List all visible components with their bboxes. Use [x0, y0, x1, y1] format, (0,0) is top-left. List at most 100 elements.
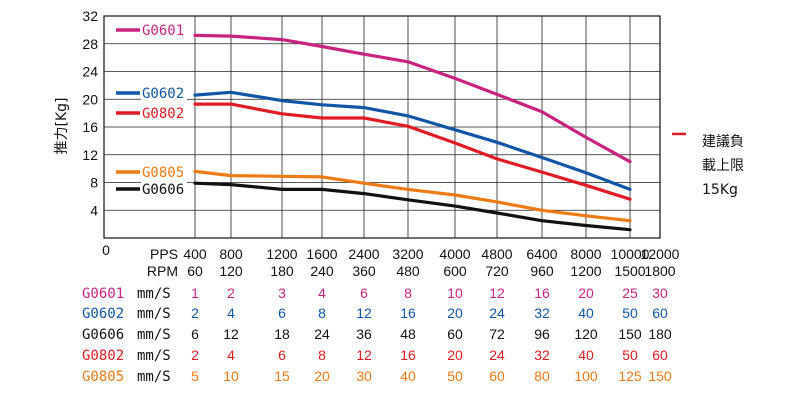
- table-cell: 8: [404, 285, 412, 301]
- table-cell: 30: [356, 368, 372, 384]
- x-tick-rpm: 360: [352, 263, 376, 279]
- x-tick-pps: 1600: [306, 246, 337, 262]
- table-cell: 36: [356, 326, 372, 342]
- table-cell: 16: [400, 347, 416, 363]
- table-row-unit: mm/S: [137, 369, 171, 385]
- y-axis-label: 推力[Kg]: [54, 98, 70, 155]
- table-cell: 180: [648, 326, 672, 342]
- table-cell: 60: [652, 305, 668, 321]
- table-cell: 12: [356, 305, 372, 321]
- x-tick-rpm: 960: [530, 263, 554, 279]
- table-cell: 48: [400, 326, 416, 342]
- legend-label-bg: [141, 21, 187, 38]
- table-cell: 125: [618, 368, 642, 384]
- x-tick-pps: 1200: [266, 246, 297, 262]
- table-cell: 40: [400, 368, 416, 384]
- table-cell: 30: [652, 285, 668, 301]
- y-tick-label: 16: [82, 119, 98, 135]
- series-line-g0606: [193, 181, 632, 232]
- table-cell: 2: [227, 285, 235, 301]
- legend-label-bg: [141, 84, 187, 101]
- legend-label-g0602: G0602: [142, 86, 184, 102]
- table-cell: 40: [578, 347, 594, 363]
- table-row-label-g0606: G0606: [82, 327, 124, 343]
- x-tick-rpm: 720: [485, 263, 509, 279]
- table-row-unit: mm/S: [137, 286, 171, 302]
- x-tick-pps: 10000: [611, 246, 650, 262]
- x-axis-pps-label: PPS: [150, 246, 178, 262]
- x-tick-pps: 2400: [348, 246, 379, 262]
- x-tick-rpm: 1500: [614, 263, 645, 279]
- x-tick-rpm: 120: [219, 263, 243, 279]
- x-tick-pps: 800: [219, 246, 243, 262]
- table-cell: 150: [648, 368, 672, 384]
- table-cell: 3: [278, 285, 286, 301]
- x-tick-rpm: 180: [270, 263, 294, 279]
- table-cell: 50: [622, 305, 638, 321]
- table-cell: 150: [618, 326, 642, 342]
- table-cell: 16: [400, 305, 416, 321]
- table-cell: 15: [274, 368, 290, 384]
- table-cell: 100: [574, 368, 598, 384]
- x-tick-pps: 3200: [392, 246, 423, 262]
- x-tick-rpm: 240: [310, 263, 334, 279]
- table-cell: 2: [191, 305, 199, 321]
- legend-label-bg: [141, 104, 187, 121]
- table-cell: 20: [578, 285, 594, 301]
- table-cell: 32: [534, 305, 550, 321]
- legend-label-bg: [141, 163, 187, 180]
- table-cell: 12: [489, 285, 505, 301]
- table-cell: 24: [314, 326, 330, 342]
- x-tick-pps: 4000: [439, 246, 470, 262]
- series-line-g0802: [193, 102, 632, 201]
- y-zero-label: 0: [102, 242, 110, 258]
- table-cell: 50: [622, 347, 638, 363]
- x-tick-pps: 12000: [641, 246, 680, 262]
- series-line-g0805: [193, 169, 632, 223]
- table-cell: 2: [191, 347, 199, 363]
- table-cell: 20: [447, 305, 463, 321]
- load-limit-annotation: 載上限: [702, 158, 744, 174]
- legend-label-g0805: G0805: [142, 165, 184, 181]
- legend-label-bg: [141, 180, 187, 197]
- y-tick-label: 20: [82, 91, 98, 107]
- table-row-unit: mm/S: [137, 348, 171, 364]
- table-cell: 6: [360, 285, 368, 301]
- table-cell: 60: [447, 326, 463, 342]
- legend-label-g0601: G0601: [142, 23, 184, 39]
- table-cell: 24: [489, 347, 505, 363]
- y-tick-label: 4: [90, 202, 98, 218]
- table-cell: 60: [489, 368, 505, 384]
- table-cell: 18: [274, 326, 290, 342]
- x-tick-rpm: 1200: [570, 263, 601, 279]
- table-cell: 12: [223, 326, 239, 342]
- table-row-label-g0601: G0601: [82, 286, 124, 302]
- x-tick-pps: 4800: [481, 246, 512, 262]
- table-row-label-g0805: G0805: [82, 369, 124, 385]
- y-tick-label: 8: [90, 175, 98, 191]
- table-cell: 6: [278, 347, 286, 363]
- table-cell: 8: [318, 305, 326, 321]
- x-tick-pps: 6400: [526, 246, 557, 262]
- table-cell: 12: [356, 347, 372, 363]
- table-row-label-g0802: G0802: [82, 348, 124, 364]
- x-tick-rpm: 600: [443, 263, 467, 279]
- table-cell: 60: [652, 347, 668, 363]
- table-cell: 8: [318, 347, 326, 363]
- load-limit-annotation: 15Kg: [702, 182, 738, 198]
- series-line-g0601: [193, 33, 632, 164]
- table-cell: 24: [489, 305, 505, 321]
- table-cell: 80: [534, 368, 550, 384]
- series-line-g0602: [193, 90, 632, 191]
- table-row-unit: mm/S: [137, 306, 171, 322]
- table-cell: 96: [534, 326, 550, 342]
- table-cell: 20: [447, 347, 463, 363]
- y-tick-label: 32: [82, 8, 98, 24]
- table-cell: 4: [318, 285, 326, 301]
- table-cell: 10: [447, 285, 463, 301]
- table-cell: 1: [191, 285, 199, 301]
- table-row-unit: mm/S: [137, 327, 171, 343]
- table-cell: 4: [227, 305, 235, 321]
- table-cell: 50: [447, 368, 463, 384]
- table-cell: 20: [314, 368, 330, 384]
